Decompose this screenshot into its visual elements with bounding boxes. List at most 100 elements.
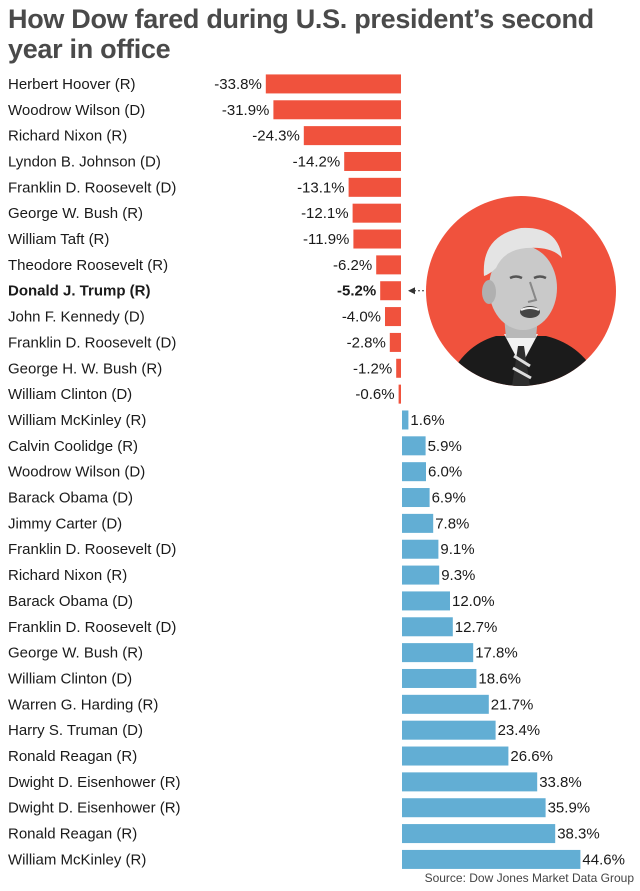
category-label: John F. Kennedy (D): [8, 309, 145, 326]
value-label: -33.8%: [214, 76, 262, 93]
category-label: Richard Nixon (R): [8, 128, 127, 145]
bar: [385, 307, 401, 327]
value-label: 12.0%: [452, 593, 495, 610]
category-label: Ronald Reagan (R): [8, 826, 137, 843]
value-label: 35.9%: [548, 800, 591, 817]
bar: [402, 410, 409, 430]
value-label: -14.2%: [293, 153, 341, 170]
category-label: Dwight D. Eisenhower (R): [8, 774, 181, 791]
category-label: William Clinton (D): [8, 670, 132, 687]
arrow-head-icon: [408, 287, 415, 295]
value-label: 6.9%: [432, 490, 466, 507]
category-label: Jimmy Carter (D): [8, 515, 122, 532]
bar: [402, 513, 434, 533]
bar: [402, 746, 509, 766]
bar: [353, 229, 401, 249]
category-label: Franklin D. Roosevelt (D): [8, 619, 176, 636]
category-label: Calvin Coolidge (R): [8, 438, 138, 455]
source-note: Source: Dow Jones Market Data Group: [424, 871, 634, 885]
value-label: 38.3%: [557, 826, 600, 843]
value-label: 5.9%: [428, 438, 462, 455]
trump-portrait-image: [426, 196, 616, 386]
category-label: William McKinley (R): [8, 851, 146, 868]
highlight-arrow: [408, 287, 432, 295]
category-label: George W. Bush (R): [8, 205, 143, 222]
category-label: Woodrow Wilson (D): [8, 464, 145, 481]
value-label: -1.2%: [353, 360, 392, 377]
category-label: Franklin D. Roosevelt (D): [8, 334, 176, 351]
value-label: 23.4%: [498, 722, 541, 739]
value-label: -11.9%: [303, 231, 349, 248]
bar: [344, 151, 401, 171]
category-label: Ronald Reagan (R): [8, 748, 137, 765]
category-label: George W. Bush (R): [8, 645, 143, 662]
bar: [402, 565, 440, 585]
value-label: -6.2%: [333, 257, 372, 274]
category-label: Dwight D. Eisenhower (R): [8, 800, 181, 817]
category-label: Lyndon B. Johnson (D): [8, 153, 161, 170]
category-label: Warren G. Harding (R): [8, 696, 158, 713]
value-label: 21.7%: [491, 696, 534, 713]
value-label: 44.6%: [582, 851, 625, 868]
value-label: 26.6%: [510, 748, 553, 765]
category-label: Donald J. Trump (R): [8, 283, 151, 300]
value-label: 12.7%: [455, 619, 498, 636]
category-label: Barack Obama (D): [8, 593, 133, 610]
bar: [348, 177, 401, 197]
bar: [389, 332, 401, 352]
value-label: 7.8%: [435, 515, 469, 532]
bar: [402, 668, 477, 688]
category-label: Franklin D. Roosevelt (D): [8, 541, 176, 558]
bar: [352, 203, 401, 223]
bar: [402, 462, 426, 482]
bar: [396, 358, 401, 378]
bar: [273, 100, 401, 120]
value-label: -5.2%: [337, 283, 376, 300]
bar: [402, 488, 430, 508]
bar: [402, 798, 546, 818]
bar: [402, 436, 426, 456]
category-labels-group: Herbert Hoover (R) Woodrow Wilson (D) Rich…: [8, 76, 181, 868]
value-label: 6.0%: [428, 464, 462, 481]
category-label: Harry S. Truman (D): [8, 722, 143, 739]
category-label: William Clinton (D): [8, 386, 132, 403]
value-label: 17.8%: [475, 645, 518, 662]
bars-group: [265, 74, 581, 869]
bar: [303, 126, 401, 146]
value-label: 1.6%: [410, 412, 444, 429]
value-label: 9.1%: [440, 541, 474, 558]
bar: [376, 255, 401, 275]
category-label: William Taft (R): [8, 231, 109, 248]
value-label: -13.1%: [297, 179, 345, 196]
value-label: -0.6%: [355, 386, 394, 403]
bar: [402, 720, 496, 740]
bar: [402, 591, 450, 611]
category-label: Woodrow Wilson (D): [8, 102, 145, 119]
chart-title: How Dow fared during U.S. president’s se…: [8, 4, 594, 64]
value-label: -31.9%: [222, 102, 270, 119]
value-label: 18.6%: [478, 670, 521, 687]
category-label: Herbert Hoover (R): [8, 76, 136, 93]
value-label: 33.8%: [539, 774, 582, 791]
category-label: Theodore Roosevelt (R): [8, 257, 168, 274]
category-label: Richard Nixon (R): [8, 567, 127, 584]
value-label: 9.3%: [441, 567, 475, 584]
bar: [265, 74, 401, 94]
category-label: Franklin D. Roosevelt (D): [8, 179, 176, 196]
bar: [402, 824, 556, 844]
bar: [402, 694, 489, 714]
value-label: -12.1%: [301, 205, 349, 222]
bar: [380, 281, 401, 301]
category-label: William McKinley (R): [8, 412, 146, 429]
value-label: -2.8%: [347, 334, 386, 351]
value-labels-group: -33.8% -31.9% -24.3% -14.2% -13.1% -12.1% -11.…: [214, 76, 625, 868]
bar: [398, 384, 401, 404]
bar: [402, 772, 538, 792]
bar: [402, 539, 439, 559]
bar: [402, 643, 474, 663]
category-label: George H. W. Bush (R): [8, 360, 162, 377]
bar: [402, 849, 581, 869]
category-label: Barack Obama (D): [8, 490, 133, 507]
value-label: -24.3%: [252, 128, 300, 145]
